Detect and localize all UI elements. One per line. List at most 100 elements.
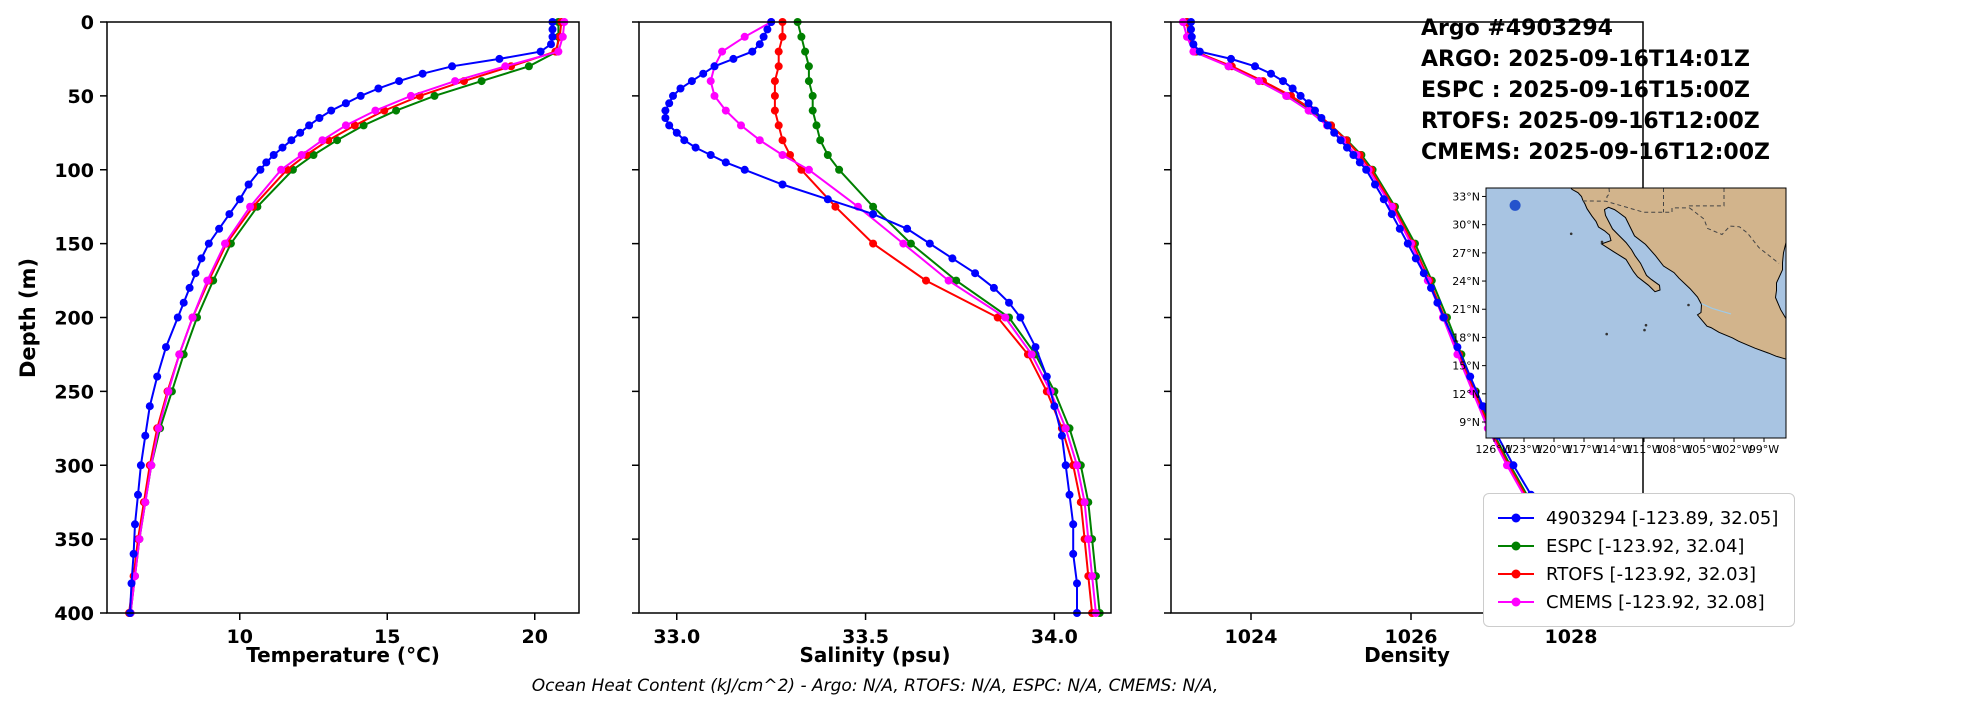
4903294-data-point-marker xyxy=(1187,25,1195,34)
4903294-data-point-marker xyxy=(672,128,681,137)
ESPC-data-point-marker xyxy=(823,151,832,159)
map-lat-tick-label: 24°N xyxy=(1452,275,1480,288)
4903294-data-point-marker xyxy=(680,136,689,145)
depth-axis-label: Depth (m) xyxy=(16,257,40,378)
float-title: Argo #4903294 xyxy=(1421,16,1613,41)
border-line xyxy=(1689,207,1780,264)
4903294-data-point-marker xyxy=(1317,114,1326,122)
CMEMS-data-point-marker xyxy=(501,62,510,71)
4903294-data-point-marker xyxy=(235,195,244,204)
ESPC-data-point-marker xyxy=(309,151,318,159)
4903294-data-point-marker xyxy=(1439,313,1448,322)
espc-timestamp: ESPC : 2025-09-16T15:00Z xyxy=(1421,78,1750,103)
river-line xyxy=(1701,303,1732,315)
CMEMS-data-point-marker xyxy=(755,136,764,145)
CMEMS-data-point-marker xyxy=(1080,498,1089,507)
RTOFS-data-point-marker xyxy=(770,106,779,115)
CMEMS-data-point-marker xyxy=(1027,350,1036,359)
ESPC-data-point-marker xyxy=(952,276,961,285)
4903294-data-point-marker xyxy=(676,84,685,93)
map-lon-tick-label: 108°W xyxy=(1655,443,1692,456)
4903294-data-point-marker xyxy=(153,372,162,381)
RTOFS-data-point-marker xyxy=(831,202,840,211)
4903294-data-point-marker xyxy=(1323,121,1332,130)
4903294-data-point-marker xyxy=(1057,431,1066,440)
4903294-data-point-marker xyxy=(1267,69,1275,78)
RTOFS-data-point-marker xyxy=(778,136,787,145)
x-tick-label: 1026 xyxy=(1385,626,1438,648)
4903294-data-point-marker xyxy=(225,210,234,219)
map-canvas: 33°N 30°N 27°N 24°N 21°N 18°N 15°N 12°N 9°N 126°W… xyxy=(1452,187,1787,456)
map-lon-tick-label: 120°W xyxy=(1535,443,1572,456)
CMEMS-data-point-marker xyxy=(175,350,184,359)
4903294-data-point-marker xyxy=(1355,158,1364,167)
ESPC-data-point-marker xyxy=(333,136,342,145)
ESPC-data-point-marker xyxy=(359,121,368,130)
map-lon-tick-label: 123°W xyxy=(1505,443,1542,456)
4903294-data-point-marker xyxy=(269,151,278,159)
CMEMS-data-point-marker xyxy=(737,121,745,130)
RTOFS-data-point-marker xyxy=(774,47,783,56)
4903294-data-point-marker xyxy=(721,158,730,167)
map-lat-tick-label: 27°N xyxy=(1452,247,1480,260)
map-lon-tick-label: 126°W xyxy=(1475,443,1512,456)
legend-marker-icon xyxy=(1498,541,1534,551)
4903294-data-point-marker xyxy=(278,143,287,152)
4903294-data-point-marker xyxy=(903,224,912,233)
4903294-data-point-marker xyxy=(305,121,314,130)
4903294-data-point-marker xyxy=(191,269,200,278)
4903294-data-point-marker xyxy=(134,490,142,499)
CMEMS-data-point-marker xyxy=(341,121,350,130)
4903294-data-point-marker xyxy=(1065,490,1074,499)
4903294-data-point-marker xyxy=(748,47,757,56)
4903294-data-point-marker xyxy=(418,69,427,78)
4903294-data-point-marker xyxy=(971,269,980,278)
4903294-data-point-marker xyxy=(1016,313,1025,322)
ESPC-data-point-marker xyxy=(906,239,915,248)
4903294-data-point-marker xyxy=(215,224,224,233)
map-lat-tick-label: 18°N xyxy=(1452,331,1480,344)
4903294-data-point-marker xyxy=(1419,269,1428,278)
ESPC-data-point-marker xyxy=(835,165,844,174)
ESPC-salinity-line xyxy=(796,21,1101,614)
depth-tick-label: 200 xyxy=(54,308,94,330)
CMEMS-data-point-marker xyxy=(318,136,327,145)
map-lat-tick-label: 30°N xyxy=(1452,219,1480,232)
CMEMS-data-point-marker xyxy=(558,32,567,41)
4903294-data-point-marker xyxy=(296,128,305,137)
island-dot xyxy=(1643,328,1646,332)
border-line xyxy=(1688,188,1725,207)
cmems-timestamp: CMEMS: 2025-09-16T12:00Z xyxy=(1421,140,1770,165)
temperature-axis-label: Temperature (°C) xyxy=(246,643,440,667)
4903294-data-point-marker xyxy=(687,77,696,86)
map-lon-tick-label: 99°W xyxy=(1749,443,1779,456)
x-tick-label: 20 xyxy=(522,626,548,648)
CMEMS-data-point-marker xyxy=(804,165,813,174)
legend-marker-icon xyxy=(1498,569,1534,579)
RTOFS-data-point-marker xyxy=(869,239,878,248)
4903294-data-point-marker xyxy=(1336,136,1345,145)
x-tick-label: 10 xyxy=(227,626,253,648)
CMEMS-data-point-marker xyxy=(277,165,286,174)
depth-tick-label: 150 xyxy=(54,234,94,256)
ESPC-data-point-marker xyxy=(808,106,817,115)
4903294-data-point-marker xyxy=(536,47,545,56)
4903294-data-point-marker xyxy=(823,195,832,204)
CMEMS-data-point-marker xyxy=(778,151,787,159)
4903294-data-point-marker xyxy=(1073,579,1081,588)
CMEMS-data-point-marker xyxy=(1282,91,1291,100)
legend-item: 4903294 [-123.89, 32.05] xyxy=(1496,504,1778,532)
legend-item-label: ESPC [-123.92, 32.04] xyxy=(1546,535,1745,557)
4903294-data-point-marker xyxy=(1403,239,1412,248)
4903294-data-point-marker xyxy=(262,158,271,167)
x-tick-label: 34.0 xyxy=(1031,626,1078,648)
4903294-data-point-marker xyxy=(136,461,145,470)
legend-item-label: RTOFS [-123.92, 32.03] xyxy=(1546,563,1757,585)
depth-tick-label: 350 xyxy=(54,529,94,551)
density-axis-label: Density xyxy=(1364,643,1450,667)
4903294-data-point-marker xyxy=(1069,549,1078,558)
ESPC-data-point-marker xyxy=(804,62,813,71)
4903294-data-point-marker xyxy=(374,84,383,93)
x-tick-label: 33.5 xyxy=(842,626,889,648)
